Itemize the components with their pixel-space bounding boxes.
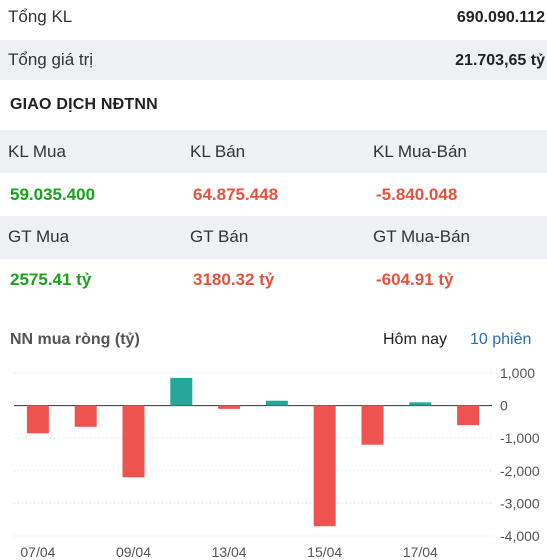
net-buy-bar[interactable] xyxy=(122,405,145,478)
buy-value-header: GT Mua xyxy=(8,227,70,246)
x-tick-label: 17/04 xyxy=(403,544,438,560)
net-volume-header: KL Mua-Bán xyxy=(373,142,467,161)
net-buy-bar[interactable] xyxy=(26,405,49,434)
y-tick-label: 1,000 xyxy=(500,365,535,381)
net-value-header: GT Mua-Bán xyxy=(373,227,471,246)
volume-header-row: KL Mua KL Bán KL Mua-Bán xyxy=(0,130,547,173)
tab-today[interactable]: Hôm nay xyxy=(383,331,448,348)
buy-value-value: 2575.41 tỷ xyxy=(10,270,92,289)
x-tick-label: 13/04 xyxy=(212,544,247,560)
net-buy-bar[interactable] xyxy=(361,405,384,445)
y-tick-label: -1,000 xyxy=(500,430,540,446)
chart-title: NN mua ròng (tỷ) xyxy=(10,331,140,348)
x-tick-label: 09/04 xyxy=(116,544,151,560)
foreign-trading-title: GIAO DỊCH NĐTNN xyxy=(10,96,158,113)
net-buy-bar[interactable] xyxy=(218,405,241,409)
y-tick-label: -2,000 xyxy=(500,463,540,479)
buy-volume-header: KL Mua xyxy=(8,142,66,161)
net-buy-bar-chart: 1,000 0 -1,000 -2,000 -3,000 -4,000 07/04 09/0… xyxy=(14,365,540,560)
total-value-value: 21.703,65 tỷ xyxy=(455,52,545,69)
value-values-row: 2575.41 tỷ 3180.32 tỷ -604.91 tỷ xyxy=(0,259,547,302)
y-tick-label: 0 xyxy=(500,398,508,414)
net-buy-bar[interactable] xyxy=(170,377,193,406)
tab-10-sessions[interactable]: 10 phiên xyxy=(470,331,532,348)
total-value-row: Tổng giá trị 21.703,65 tỷ xyxy=(0,40,547,80)
value-header-row: GT Mua GT Bán GT Mua-Bán xyxy=(0,216,547,259)
buy-volume-value: 59.035.400 xyxy=(10,185,96,204)
net-buy-bar[interactable] xyxy=(265,400,288,406)
total-value-label: Tổng giá trị xyxy=(8,50,94,69)
sell-volume-value: 64.875.448 xyxy=(193,185,279,204)
total-volume-label: Tổng KL xyxy=(8,7,73,26)
net-buy-bar[interactable] xyxy=(409,402,432,406)
net-buy-bar[interactable] xyxy=(313,405,336,527)
total-volume-row: Tổng KL 690.090.112 xyxy=(0,0,547,38)
total-volume-value: 690.090.112 xyxy=(456,9,545,26)
net-buy-bar[interactable] xyxy=(457,405,480,426)
net-volume-value: -5.840.048 xyxy=(376,185,458,204)
y-tick-label: -3,000 xyxy=(500,495,540,511)
x-tick-label: 07/04 xyxy=(20,544,55,560)
sell-volume-header: KL Bán xyxy=(190,142,246,161)
volume-values-row: 59.035.400 64.875.448 -5.840.048 xyxy=(0,173,547,216)
sell-value-header: GT Bán xyxy=(190,227,249,246)
y-tick-label: -4,000 xyxy=(500,528,540,544)
net-value-value: -604.91 tỷ xyxy=(376,270,454,289)
net-buy-bar[interactable] xyxy=(74,405,97,427)
sell-value-value: 3180.32 tỷ xyxy=(193,270,275,289)
x-tick-label: 15/04 xyxy=(307,544,342,560)
